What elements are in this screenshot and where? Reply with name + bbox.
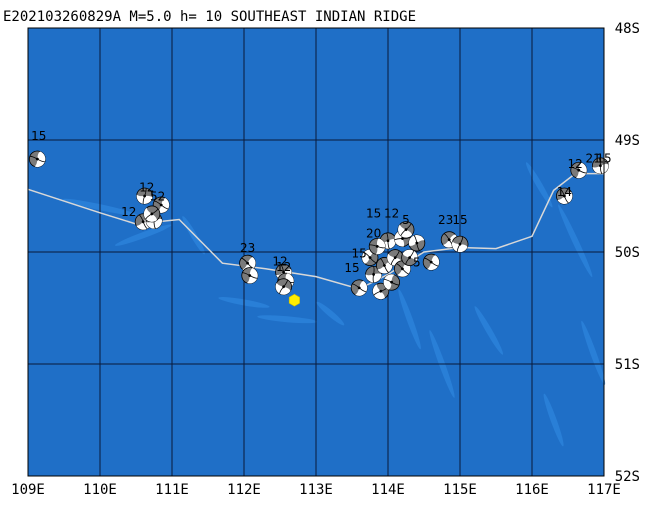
bathymetry-feature: [581, 320, 606, 385]
focal-mechanism-icon: [401, 249, 419, 267]
longitude-tick-label: 114E: [371, 482, 405, 498]
epicenter-marker-icon: [288, 293, 300, 307]
focal-mechanism-icon: [383, 273, 401, 291]
latitude-tick-label: 49S: [615, 133, 640, 149]
bathymetry-feature: [543, 393, 564, 447]
mechanism-depth-label: 15: [366, 206, 381, 220]
latitude-tick-label: 52S: [615, 469, 640, 485]
bathymetry-feature: [316, 301, 345, 326]
focal-mechanism-icon: [556, 187, 573, 205]
mechanism-depth-label: 23: [240, 241, 255, 255]
focal-mechanism-icon: [136, 187, 154, 205]
bathymetry-feature: [114, 224, 172, 246]
mechanism-depth-label: 5: [413, 256, 421, 270]
mechanism-depth-label: 15: [352, 247, 367, 261]
focal-mechanism-icon: [28, 150, 46, 168]
longitude-tick-label: 113E: [299, 482, 333, 498]
focal-mechanism-icon: [143, 205, 161, 223]
focal-mechanism-icon: [397, 221, 415, 239]
latitude-tick-label: 48S: [615, 21, 640, 37]
focal-mechanism-icon: [570, 161, 588, 179]
bathymetry-feature: [257, 315, 318, 324]
mechanism-depth-label: 12: [139, 181, 154, 195]
bathymetry-feature: [558, 204, 593, 278]
mechanism-depth-label: 5: [402, 213, 410, 227]
longitude-tick-label: 112E: [227, 482, 261, 498]
longitude-tick-label: 117E: [587, 482, 621, 498]
bathymetry-feature: [525, 162, 553, 208]
focal-mechanism-icon: [361, 249, 379, 267]
focal-mechanism-icon: [451, 235, 469, 253]
mechanism-depth-label: 21: [586, 151, 601, 165]
mechanism-depth-label: 20: [366, 226, 381, 240]
bathymetry-feature: [182, 216, 205, 255]
focal-mechanism-icon: [422, 253, 440, 271]
focal-mechanism-icon: [408, 234, 426, 252]
map-border: [27, 27, 605, 477]
map-title: E202103260829A M=5.0 h= 10 SOUTHEAST IND…: [3, 9, 416, 25]
focal-mechanism-icon: [393, 230, 411, 247]
mechanism-depth-label: 15: [31, 129, 46, 143]
bathymetry-feature: [474, 306, 504, 355]
mechanism-depth-label: 23: [438, 213, 453, 227]
longitude-tick-label: 115E: [443, 482, 477, 498]
focal-mechanism-icon: [365, 265, 383, 283]
longitude-tick-label: 111E: [155, 482, 189, 498]
mechanism-depth-label: 15: [452, 213, 467, 227]
focal-mechanism-icon: [241, 267, 259, 284]
mechanism-depth-label: 14: [557, 185, 572, 199]
longitude-tick-label: 109E: [11, 482, 45, 498]
axis-labels: 109E 110E 111E 112E 113E 114E 115E 116E 117E 48S 4…: [11, 21, 640, 498]
longitude-tick-label: 110E: [83, 482, 117, 498]
latitude-tick-label: 50S: [615, 245, 640, 261]
focal-mechanism-icon: [350, 279, 368, 297]
bathymetry-feature: [398, 289, 421, 350]
focal-mechanism-icon: [372, 282, 390, 300]
mechanism-depth-label: 12: [568, 157, 583, 171]
mechanism-depth-label: 12: [121, 205, 136, 219]
mechanism-depth-label: 12: [272, 254, 287, 268]
mechanism-depth-label: 15: [344, 261, 359, 275]
longitude-tick-label: 116E: [515, 482, 549, 498]
mechanism-depth-label: 12: [276, 260, 291, 274]
mechanism-depth-label: 52: [150, 189, 165, 203]
mechanism-depth-label: 12: [384, 206, 399, 220]
latitude-tick-label: 51S: [615, 357, 640, 373]
focal-mechanism-icon: [368, 237, 386, 255]
focal-mechanism-icon: [275, 278, 293, 296]
